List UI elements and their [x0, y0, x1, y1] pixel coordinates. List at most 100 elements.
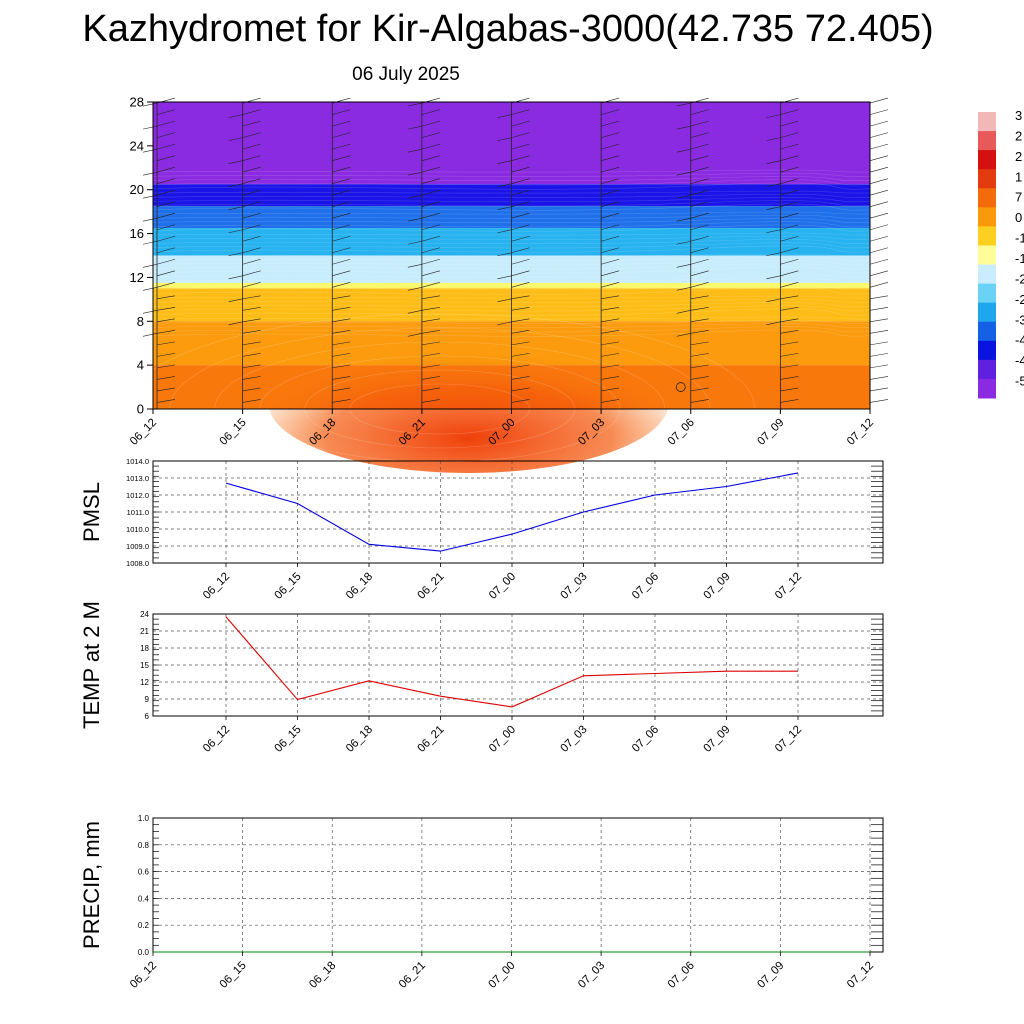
x-tick-label: 07_12	[773, 724, 804, 755]
wind-barb-flag	[766, 275, 781, 280]
wind-barb-flag	[142, 125, 158, 130]
chart-date: 06 July 2025	[352, 64, 460, 85]
wind-barb-flag	[407, 171, 422, 176]
wind-barb	[780, 166, 799, 173]
wind-barb	[869, 353, 889, 357]
contour-line	[152, 277, 871, 282]
wind-barb-flag	[676, 217, 691, 222]
wind-barb-flag	[228, 114, 243, 118]
wind-barb	[601, 189, 620, 196]
colorbar-label: 2	[1015, 149, 1022, 164]
colorbar-swatch	[978, 245, 996, 266]
wind-barb	[601, 201, 620, 207]
wind-barb	[780, 247, 799, 254]
wind-barb	[780, 212, 799, 219]
y-tick-label: 4	[137, 358, 144, 373]
wind-barb	[421, 212, 440, 219]
wind-barb-flag	[407, 287, 422, 291]
contour-line	[152, 197, 871, 203]
wind-barb	[690, 224, 709, 231]
wind-barb	[869, 224, 889, 231]
wind-barb	[332, 109, 351, 115]
y-tick-label: 24	[140, 610, 149, 619]
wind-barb	[601, 387, 620, 392]
wind-barb	[421, 330, 440, 334]
wind-barb	[156, 399, 176, 403]
contour-line	[152, 193, 871, 198]
wind-barb	[332, 166, 351, 173]
wind-barb	[780, 330, 799, 334]
wind-barb	[421, 189, 440, 196]
wind-barb	[780, 178, 799, 184]
wind-barb-flag	[676, 310, 691, 314]
wind-barb	[780, 318, 799, 323]
wind-barb	[780, 353, 799, 357]
wind-barb	[780, 132, 799, 138]
wind-barb	[690, 247, 709, 254]
wind-barb	[156, 235, 176, 242]
wind-barb	[601, 212, 620, 219]
colorbar-label: -4	[1015, 333, 1024, 348]
colorbar-label: -2	[1015, 271, 1024, 286]
wind-barb	[511, 399, 530, 403]
wind-barb	[869, 201, 889, 207]
wind-barb-flag	[228, 321, 243, 326]
wind-barb	[511, 120, 530, 127]
wind-barb	[242, 201, 261, 207]
colorbar-swatch	[978, 131, 996, 151]
wind-barb	[511, 178, 530, 184]
wind-barb	[156, 282, 176, 288]
wind-barb	[156, 318, 176, 323]
wind-barb	[601, 143, 620, 150]
wind-barb-flag	[228, 183, 243, 187]
plot-frame	[152, 460, 884, 564]
wind-barb	[242, 155, 261, 161]
contour-line	[152, 263, 871, 270]
colorbar-label: -1	[1015, 231, 1024, 246]
wind-barb	[601, 258, 620, 265]
wind-barb	[601, 399, 620, 403]
x-tick-label: 07_12	[845, 960, 876, 991]
wind-barb-flag	[766, 137, 781, 141]
wind-barb	[156, 166, 176, 173]
wind-barb	[332, 307, 351, 311]
wind-barb	[511, 364, 530, 369]
wind-barb	[869, 307, 889, 311]
wind-barb	[242, 212, 261, 219]
colorbar-swatch	[978, 359, 996, 380]
wind-barb	[156, 212, 176, 219]
contour-line	[152, 214, 871, 219]
wind-barb	[511, 376, 530, 380]
wind-barb	[511, 387, 530, 392]
wind-barb	[869, 282, 889, 288]
wind-barb	[242, 189, 261, 196]
chart-title: Kazhydromet for Kir-Algabas-3000(42.735 …	[82, 8, 934, 50]
wind-barb	[242, 341, 261, 346]
wind-barb	[601, 353, 620, 357]
wind-barb	[869, 120, 889, 127]
x-tick-label: 06_18	[307, 960, 338, 991]
wind-barb	[780, 201, 799, 207]
x-tick-label: 06_15	[273, 724, 304, 755]
x-tick-label: 07_03	[576, 960, 607, 991]
wind-barb	[332, 189, 351, 196]
wind-barb	[601, 318, 620, 323]
wind-barb-flag	[766, 321, 781, 326]
wind-barb-flag	[228, 298, 243, 303]
wind-barb	[156, 270, 176, 277]
wind-barb	[242, 224, 261, 231]
wind-barb	[156, 295, 176, 300]
y-tick-label: 0	[137, 402, 144, 417]
wind-barb	[421, 143, 440, 150]
wind-barb	[242, 307, 261, 311]
pmsl-panel: 1008.0 1009.0 1010.0 1011.0 1012.0 1013.0 1014…	[79, 457, 884, 602]
wind-barb-flag	[228, 160, 243, 164]
wind-barb-flag	[497, 252, 512, 257]
x-tick-label: 07_09	[702, 571, 733, 602]
wind-barb-flag	[676, 148, 691, 153]
wind-barb	[511, 247, 530, 254]
wind-barb	[690, 270, 709, 277]
wind-barb-flag	[497, 298, 512, 303]
wind-barb	[421, 235, 440, 242]
